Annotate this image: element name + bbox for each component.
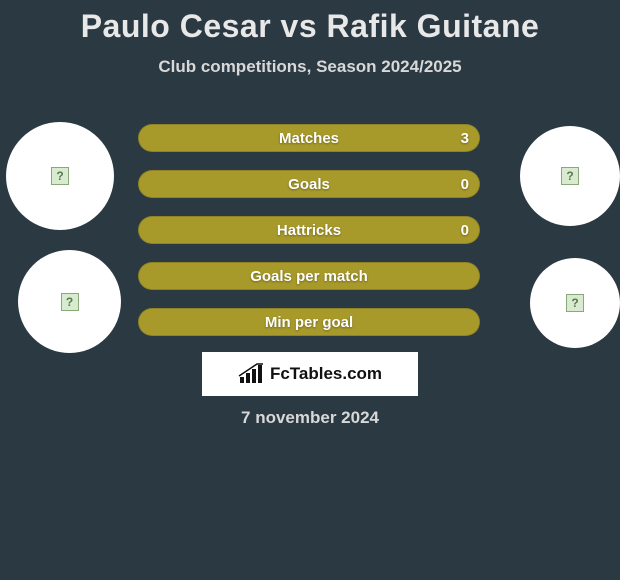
stat-label: Goals per match: [250, 268, 368, 285]
player-avatar-top-left: ?: [6, 122, 114, 230]
broken-image-icon: ?: [566, 294, 584, 312]
club-badge-bottom-left: ?: [18, 250, 121, 353]
stat-bar-hattricks: Hattricks 0: [138, 216, 480, 244]
stat-bar-goals-per-match: Goals per match: [138, 262, 480, 290]
player-avatar-top-right: ?: [520, 126, 620, 226]
club-badge-bottom-right: ?: [530, 258, 620, 348]
stat-label: Hattricks: [277, 222, 341, 239]
stat-bars: Matches 3 Goals 0 Hattricks 0 Goals per …: [138, 124, 480, 354]
stat-value-right: 0: [461, 176, 469, 193]
brand-watermark: FcTables.com: [202, 352, 418, 396]
brand-text: FcTables.com: [270, 364, 382, 384]
broken-image-icon: ?: [561, 167, 579, 185]
stat-label: Goals: [288, 176, 330, 193]
subtitle: Club competitions, Season 2024/2025: [0, 57, 620, 77]
page-title: Paulo Cesar vs Rafik Guitane: [0, 0, 620, 45]
stat-bar-goals: Goals 0: [138, 170, 480, 198]
broken-image-icon: ?: [61, 293, 79, 311]
stat-bar-matches: Matches 3: [138, 124, 480, 152]
stat-value-right: 0: [461, 222, 469, 239]
stat-value-right: 3: [461, 130, 469, 147]
bar-chart-icon: [238, 363, 264, 385]
broken-image-icon: ?: [51, 167, 69, 185]
stat-label: Matches: [279, 130, 339, 147]
stat-bar-min-per-goal: Min per goal: [138, 308, 480, 336]
stat-label: Min per goal: [265, 314, 353, 331]
snapshot-date: 7 november 2024: [0, 408, 620, 428]
